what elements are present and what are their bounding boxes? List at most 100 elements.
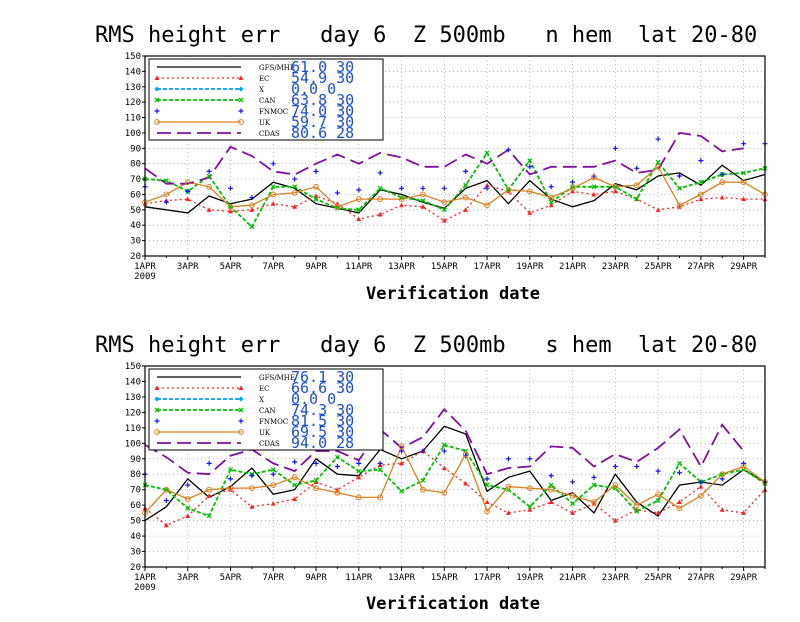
series-fnmoc-marker (612, 464, 618, 469)
y-tick-label: 90 (130, 144, 141, 154)
series-can-marker (527, 158, 533, 164)
x-tick-label: 7APR (262, 262, 284, 272)
legend-marker (238, 396, 244, 402)
series-uk-marker (334, 203, 341, 210)
series-can-marker (420, 477, 426, 483)
x-tick-label: 13APR (388, 573, 416, 583)
series-can-marker (634, 196, 640, 202)
y-tick-label: 130 (125, 393, 141, 403)
x-tick-label: 11APR (345, 573, 373, 583)
y-tick-label: 100 (125, 129, 141, 139)
legend-label: UK (259, 119, 271, 127)
series-ec-marker (506, 510, 511, 515)
x-tick-label: 19APR (516, 262, 544, 272)
series-ec-marker (292, 496, 298, 501)
x-tick-label: 23APR (602, 573, 630, 583)
series-uk-marker (633, 182, 640, 189)
series-ec-marker (163, 522, 169, 528)
legend-stat: 59.7 30 (291, 113, 354, 131)
x-tick-label: 21APR (559, 573, 587, 583)
series-fnmoc-marker (441, 185, 447, 191)
series-line-cdas (144, 407, 745, 476)
series-fnmoc-marker (185, 482, 191, 488)
legend-stat: 0.0 0 (291, 80, 336, 98)
series-can-marker (249, 224, 255, 230)
legend-marker (238, 108, 244, 114)
series-uk-marker (163, 486, 170, 493)
series-can-marker (591, 184, 597, 190)
x-tick-label: 5APR (220, 262, 242, 272)
series-can-marker (441, 207, 447, 213)
x-tick-label: 7APR (262, 573, 284, 583)
x-tick-label: 21APR (559, 262, 587, 272)
series-uk-marker (484, 508, 490, 515)
series-can-marker (655, 159, 661, 165)
series-line-uk (144, 165, 766, 208)
x-tick-label: 23APR (602, 262, 630, 272)
series-can-marker (185, 505, 191, 511)
series-can-marker (548, 199, 554, 205)
series-ec-marker (270, 201, 276, 206)
series-fnmoc-marker (741, 460, 747, 466)
series-can-marker (677, 185, 682, 191)
series-line-can (144, 443, 766, 518)
y-tick-label: 120 (125, 98, 141, 108)
series-uk-marker (697, 191, 704, 198)
series-can-marker (228, 467, 233, 473)
series-can-marker (399, 488, 405, 494)
legend-label: CAN (259, 97, 276, 105)
series-ec-marker (719, 194, 725, 200)
series-uk-marker (548, 194, 555, 201)
x-tick-label: 25APR (645, 573, 673, 583)
series-uk-marker (569, 492, 576, 499)
y-tick-label: 150 (125, 362, 141, 372)
x-tick-label: 11APR (345, 262, 373, 272)
legend-stat: 0.0 0 (291, 390, 336, 408)
series-uk-marker (740, 463, 747, 470)
y-tick-label: 30 (130, 548, 141, 558)
series-line-ec (144, 184, 765, 222)
legend-marker (238, 75, 244, 80)
x-tick-label: 29APR (730, 573, 758, 583)
series-ec-marker (249, 504, 255, 509)
series-uk-marker (420, 191, 426, 198)
series-fnmoc-marker (206, 168, 212, 174)
plot-1: 20 30 40 50 60 70 80 90 100 110 120 130 140 150 1APR 3A… (125, 362, 768, 593)
y-tick-label: 100 (125, 439, 141, 449)
series-can-marker (356, 468, 362, 474)
series-ec-marker (548, 499, 554, 505)
series-fnmoc-marker (548, 473, 554, 479)
series-fnmoc-marker (527, 164, 533, 170)
series-ec-marker (463, 207, 469, 212)
series-fnmoc-marker (356, 187, 362, 193)
series-uk-marker (676, 202, 683, 209)
x-tick-year: 2009 (134, 583, 156, 593)
series-fnmoc-marker (548, 184, 554, 190)
series-can-marker (612, 184, 618, 190)
series-uk-marker (420, 486, 426, 493)
series-fnmoc-marker (270, 161, 276, 167)
x-tick-label: 15APR (431, 262, 459, 272)
series-ec-marker (185, 196, 191, 202)
series-fnmoc-marker (228, 476, 234, 482)
series-ec-marker (313, 193, 319, 198)
series-uk-marker (505, 483, 512, 490)
series-fnmoc-marker (463, 168, 469, 174)
series-fnmoc-marker (505, 147, 511, 153)
y-tick-label: 80 (130, 160, 141, 170)
series-can-marker (719, 471, 725, 477)
series-uk-marker (355, 494, 362, 501)
legend-marker (154, 75, 160, 80)
series-can-marker (270, 467, 276, 473)
legend-label: GFS/MHE (259, 374, 295, 382)
series-uk-marker (484, 202, 490, 209)
series-ec-marker (741, 196, 747, 202)
series-ec-marker (719, 507, 725, 512)
x-tick-label: 3APR (177, 573, 199, 583)
series-uk-marker (655, 163, 662, 170)
x-axis-label: Verification date (366, 284, 540, 304)
series-uk-marker (355, 196, 362, 202)
series-fnmoc-marker (420, 448, 426, 454)
series-fnmoc-marker (420, 185, 426, 191)
